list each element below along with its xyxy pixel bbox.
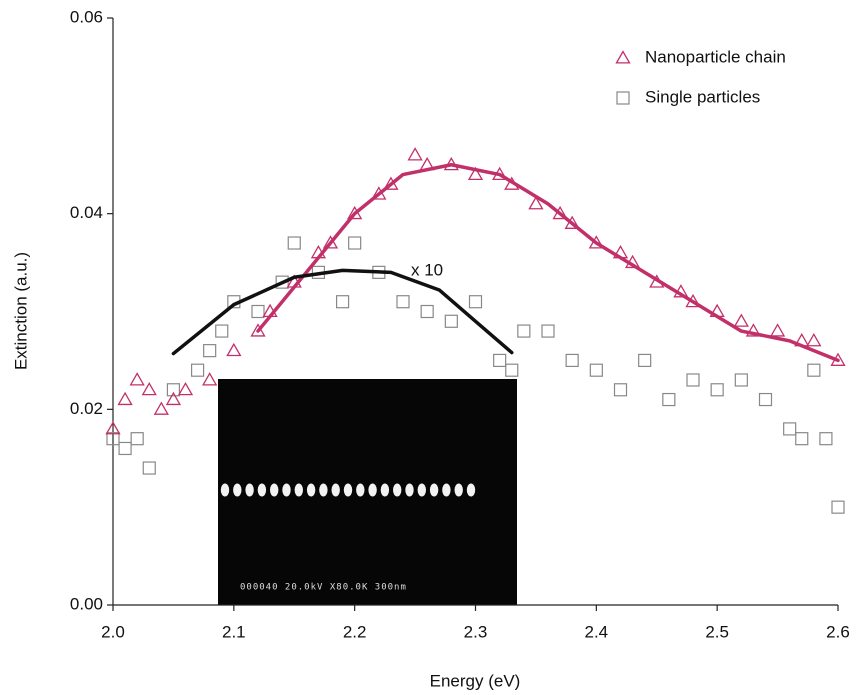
data-point [275, 275, 289, 289]
data-point [806, 333, 822, 347]
data-point [758, 392, 773, 407]
data-point [734, 373, 748, 387]
data-point [819, 432, 833, 446]
inset-particle [331, 483, 340, 497]
data-point [710, 383, 724, 397]
x-tick-label: 2.3 [464, 622, 488, 641]
data-point [662, 392, 676, 407]
data-point [444, 314, 458, 328]
inset-particle [233, 483, 242, 497]
x-tick-label: 2.4 [585, 622, 609, 641]
inset-particle [417, 483, 426, 497]
data-point [177, 381, 194, 396]
data-point [686, 373, 700, 387]
inset-particle [356, 483, 365, 497]
data-point [166, 383, 181, 397]
inset-particle [368, 483, 377, 497]
data-point [202, 372, 218, 386]
y-tick-label: 0.04 [70, 203, 103, 222]
data-point [517, 324, 531, 338]
fit-line [171, 268, 514, 356]
data-point [733, 313, 749, 327]
data-point [613, 383, 628, 397]
data-point [638, 353, 652, 368]
y-axis-label: Extinction (a.u.) [11, 252, 30, 370]
data-point [165, 391, 182, 406]
data-point [118, 441, 132, 456]
data-point [322, 235, 339, 249]
x-axis-label: Energy (eV) [430, 671, 521, 690]
data-point [420, 304, 434, 319]
inset-particle [294, 483, 303, 497]
inset-particle [257, 483, 267, 497]
legend-label: Single particles [645, 87, 760, 106]
y-tick-label: 0.06 [70, 7, 103, 26]
inset-particle [429, 483, 439, 497]
data-point [565, 353, 579, 368]
inset-particle [220, 483, 230, 497]
inset-particle [245, 483, 254, 497]
inset-particle [319, 483, 328, 497]
inset-particle [442, 483, 451, 497]
inset-particle [393, 483, 402, 497]
data-point [215, 324, 229, 338]
data-point [226, 342, 242, 357]
inset-particle [270, 483, 279, 497]
legend-marker [615, 50, 631, 64]
data-point [129, 372, 145, 386]
data-point [745, 323, 762, 337]
data-point [541, 324, 555, 338]
data-point [396, 295, 410, 309]
data-point [153, 401, 169, 415]
data-point [467, 166, 484, 181]
data-point [589, 363, 603, 377]
annotation: x 10 [411, 260, 443, 279]
data-point [250, 323, 266, 337]
data-point [493, 353, 507, 368]
data-point [130, 432, 144, 446]
data-point [141, 381, 157, 396]
x-tick-label: 2.0 [101, 622, 125, 641]
data-point [117, 391, 133, 406]
x-tick-label: 2.2 [343, 622, 367, 641]
data-point [142, 461, 156, 475]
x-tick-label: 2.5 [705, 622, 729, 641]
inset-particle [306, 483, 316, 497]
data-point [407, 147, 423, 161]
legend-marker [616, 91, 630, 105]
data-point [769, 323, 786, 337]
data-point [795, 432, 809, 446]
inset-particle [282, 483, 291, 497]
x-tick-label: 2.6 [826, 622, 850, 641]
data-point [468, 295, 483, 309]
inset-particle [380, 483, 390, 497]
data-point [106, 432, 120, 446]
legend-label: Nanoparticle chain [645, 47, 786, 66]
data-point [287, 236, 301, 250]
y-tick-label: 0.02 [70, 399, 103, 418]
x-tick-label: 2.1 [222, 622, 246, 641]
data-point [335, 295, 350, 309]
inset-particle [466, 483, 476, 497]
data-point [831, 500, 845, 514]
data-point [251, 304, 265, 319]
inset-particle [454, 483, 463, 497]
data-point [783, 422, 797, 436]
data-point [190, 363, 205, 377]
data-point [105, 421, 121, 435]
data-point [807, 363, 821, 377]
data-point [348, 236, 362, 250]
inset-caption: 000040 20.0kV X80.0K 300nm [240, 583, 407, 593]
fit-line [256, 163, 840, 363]
y-tick-label: 0.00 [70, 594, 103, 613]
inset-particle [343, 483, 353, 497]
inset-particle [405, 483, 414, 497]
data-point [528, 196, 544, 210]
data-point [203, 344, 217, 358]
data-point [505, 363, 519, 377]
